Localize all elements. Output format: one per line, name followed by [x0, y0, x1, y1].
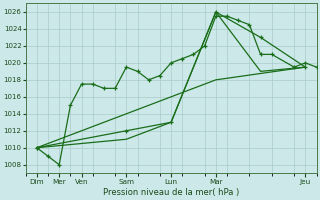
X-axis label: Pression niveau de la mer( hPa ): Pression niveau de la mer( hPa )	[103, 188, 239, 197]
